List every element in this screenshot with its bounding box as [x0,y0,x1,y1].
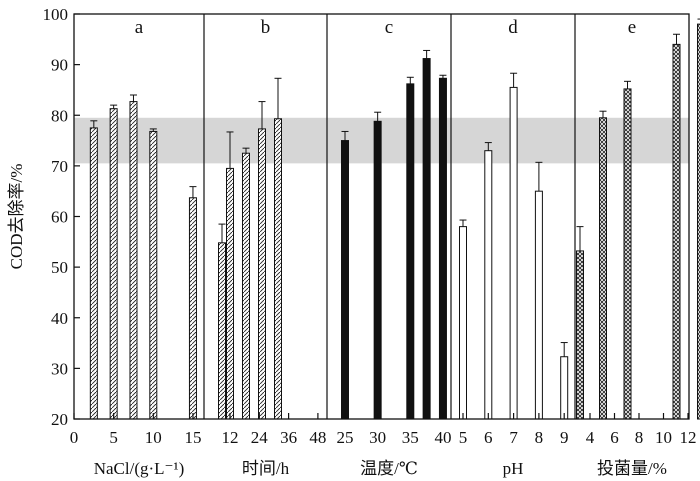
bar-e-1 [599,117,607,420]
panel-labels: a b c d e [135,17,636,38]
y-tick-label: 100 [43,5,69,24]
x-tick-label: 6 [484,428,493,447]
y-axis: 20 30 40 50 60 70 80 90 100 [43,5,80,429]
bar-d-4 [560,356,569,420]
bar-d-3 [534,190,543,420]
bar-d-0 [459,226,467,420]
bar-a-4 [188,197,197,420]
y-tick-label: 20 [51,410,68,429]
x-tick-label: 9 [560,428,569,447]
bar-c-4 [438,77,447,420]
bar-b-1 [226,167,234,420]
panel-dividers [203,14,576,419]
x-axis-titles: NaCl/(g·L⁻¹) 时间/h 温度/℃ pH 投菌量/% [94,459,667,478]
x-axis-title-b: 时间/h [242,459,290,478]
x-axis-title-d: pH [503,459,524,478]
x-tick-label: 40 [434,428,451,447]
y-tick-label: 80 [51,106,68,125]
x-axis-title-a: NaCl/(g·L⁻¹) [94,459,185,478]
panel-label-b: b [261,17,271,38]
x-tick-label: 10 [145,428,162,447]
bar-b-4 [274,118,282,420]
error-bars-layer [90,18,700,357]
bar-b-2 [242,152,250,420]
panel-label-c: c [385,17,393,38]
bar-b-3 [258,128,266,420]
x-axis-title-e: 投菌量/% [597,459,667,478]
bar-e-4 [697,23,700,420]
x-tick-label: 6 [610,428,619,447]
bar-a-1 [109,108,118,420]
x-tick-label: 24 [251,428,269,447]
x-tick-label: 25 [337,428,354,447]
x-tick-label: 7 [509,428,518,447]
panel-label-a: a [135,17,144,38]
y-tick-label: 60 [51,208,68,227]
bar-e-2 [623,88,632,420]
bar-d-1 [484,150,493,420]
bar-a-2 [129,101,138,420]
x-tick-label: 8 [635,428,644,447]
bar-d-2 [509,86,518,420]
bar-b-0 [218,242,226,420]
y-axis-label: COD去除率/% [7,164,26,270]
x-tick-label: 5 [459,428,468,447]
bar-e-3 [672,43,681,420]
x-tick-label: 8 [535,428,544,447]
y-tick-label: 90 [51,56,68,75]
bar-c-3 [422,58,431,420]
bars-layer [89,23,700,420]
y-tick-label: 30 [51,359,68,378]
x-tick-label: 12 [680,428,697,447]
bar-c-2 [406,83,415,420]
x-tick-label: 36 [280,428,297,447]
bar-e-0 [576,250,584,420]
bar-c-0 [341,140,349,420]
y-tick-label: 50 [51,258,68,277]
panel-label-d: d [508,17,518,38]
x-tick-label: 48 [309,428,326,447]
x-tick-label: 0 [70,428,79,447]
x-tick-label: 12 [222,428,239,447]
x-tick-label: 35 [402,428,419,447]
bar-a-0 [89,127,98,420]
x-tick-label: 5 [109,428,118,447]
bar-a-3 [149,130,158,420]
y-tick-label: 70 [51,157,68,176]
x-tick-label: 30 [369,428,386,447]
y-tick-label: 40 [51,309,68,328]
bar-c-1 [373,120,382,420]
panel-label-e: e [628,17,636,38]
x-tick-label: 10 [655,428,672,447]
x-axis-title-c: 温度/℃ [360,459,418,478]
x-tick-label: 4 [586,428,595,447]
x-tick-label: 15 [184,428,201,447]
x-axis: 0 5 10 15 12 24 36 48 25 30 35 40 5 6 7 8 9 4 6 8 10 12 [70,413,697,447]
